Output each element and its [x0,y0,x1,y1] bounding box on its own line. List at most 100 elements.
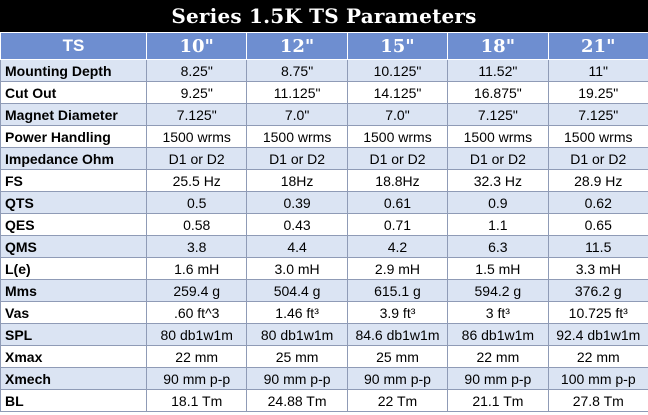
table-row: QTS 0.5 0.39 0.61 0.9 0.62 [0,191,648,214]
value-cell: 1500 wrms [246,125,348,148]
value-cell: 0.61 [346,191,449,214]
header-cell-size: 12" [246,32,348,60]
table-row: Power Handling 1500 wrms 1500 wrms 1500 wrm… [0,125,648,148]
header-cell-ts: TS [0,32,147,60]
value-cell: 19.25" [547,81,648,104]
value-cell: 24.88 Tm [246,389,348,412]
value-cell: 18.8Hz [346,169,449,192]
value-cell: 7.0" [246,103,348,126]
table-row: BL 18.1 Tm 24.88 Tm 22 Tm 21.1 Tm 27.8 Tm [0,389,648,412]
table-row: SPL 80 db1w1m 80 db1w1m 84.6 db1w1m 86 db1w1… [0,323,648,346]
header-cell-size: 15" [346,32,449,60]
value-cell: 3 ft³ [447,301,549,324]
value-cell: 11.5 [547,235,648,258]
value-cell: 22 Tm [346,389,449,412]
header-cell-size: 10" [145,32,248,60]
value-cell: 1500 wrms [447,125,549,148]
value-cell: 594.2 g [447,279,549,302]
table-row: Impedance Ohm D1 or D2 D1 or D2 D1 or D2 D1 … [0,147,648,170]
value-cell: 1.1 [447,213,549,236]
value-cell: 0.58 [145,213,248,236]
value-cell: 376.2 g [547,279,648,302]
value-cell: 28.9 Hz [547,169,648,192]
value-cell: 1500 wrms [145,125,248,148]
row-label: Cut Out [0,81,147,104]
value-cell: 504.4 g [246,279,348,302]
row-label: Vas [0,301,147,324]
value-cell: 259.4 g [145,279,248,302]
value-cell: 0.43 [246,213,348,236]
value-cell: D1 or D2 [547,147,648,170]
table-row: Xmax 22 mm 25 mm 25 mm 22 mm 22 mm [0,345,648,368]
parameters-table: TS 10" 12" 15" 18" 21" Mounting Depth 8.25" 8.7… [0,32,648,412]
value-cell: 25 mm [346,345,449,368]
table-row: QES 0.58 0.43 0.71 1.1 0.65 [0,213,648,236]
value-cell: 2.9 mH [346,257,449,280]
value-cell: 1.5 mH [447,257,549,280]
table-row: QMS 3.8 4.4 4.2 6.3 11.5 [0,235,648,258]
value-cell: 6.3 [447,235,549,258]
value-cell: 1.6 mH [145,257,248,280]
sheet-title: Series 1.5K TS Parameters [0,0,648,32]
value-cell: 84.6 db1w1m [346,323,449,346]
row-label: L(e) [0,257,147,280]
row-label: QES [0,213,147,236]
value-cell: 0.65 [547,213,648,236]
value-cell: 3.3 mH [547,257,648,280]
value-cell: 7.125" [145,103,248,126]
value-cell: 22 mm [145,345,248,368]
table-body: Mounting Depth 8.25" 8.75" 10.125" 11.52" 11"… [0,59,648,412]
value-cell: 8.75" [246,59,348,82]
value-cell: 615.1 g [346,279,449,302]
header-cell-size: 21" [547,32,648,60]
value-cell: 1500 wrms [547,125,648,148]
row-label: Magnet Diameter [0,103,147,126]
value-cell: 27.8 Tm [547,389,648,412]
value-cell: 92.4 db1w1m [547,323,648,346]
value-cell: 0.5 [145,191,248,214]
value-cell: 3.8 [145,235,248,258]
row-label: Xmax [0,345,147,368]
table-row: Vas .60 ft^3 1.46 ft³ 3.9 ft³ 3 ft³ 10.725 ft… [0,301,648,324]
value-cell: 4.4 [246,235,348,258]
header-cell-size: 18" [447,32,549,60]
value-cell: 7.125" [547,103,648,126]
value-cell: 86 db1w1m [447,323,549,346]
value-cell: 90 mm p-p [447,367,549,390]
value-cell: D1 or D2 [246,147,348,170]
table-row: Mms 259.4 g 504.4 g 615.1 g 594.2 g 376.2 g [0,279,648,302]
value-cell: 3.9 ft³ [346,301,449,324]
value-cell: 18Hz [246,169,348,192]
value-cell: 1500 wrms [346,125,449,148]
header-row: TS 10" 12" 15" 18" 21" [0,32,648,60]
table-row: Magnet Diameter 7.125" 7.0" 7.0" 7.125" 7.125… [0,103,648,126]
value-cell: 10.725 ft³ [547,301,648,324]
value-cell: 0.71 [346,213,449,236]
value-cell: .60 ft^3 [145,301,248,324]
value-cell: 22 mm [547,345,648,368]
table-row: L(e) 1.6 mH 3.0 mH 2.9 mH 1.5 mH 3.3 mH [0,257,648,280]
row-label: SPL [0,323,147,346]
value-cell: 9.25" [145,81,248,104]
value-cell: 14.125" [346,81,449,104]
value-cell: 0.9 [447,191,549,214]
value-cell: 80 db1w1m [246,323,348,346]
row-label: Mounting Depth [0,59,147,82]
value-cell: 90 mm p-p [246,367,348,390]
table-header: TS 10" 12" 15" 18" 21" [0,32,648,60]
row-label: FS [0,169,147,192]
value-cell: D1 or D2 [145,147,248,170]
value-cell: 25 mm [246,345,348,368]
row-label: BL [0,389,147,412]
table-row: Mounting Depth 8.25" 8.75" 10.125" 11.52" 11" [0,59,648,82]
row-label: QMS [0,235,147,258]
value-cell: 1.46 ft³ [246,301,348,324]
row-label: Power Handling [0,125,147,148]
value-cell: 21.1 Tm [447,389,549,412]
table-row: Cut Out 9.25" 11.125" 14.125" 16.875" 19.25" [0,81,648,104]
row-label: Impedance Ohm [0,147,147,170]
value-cell: 80 db1w1m [145,323,248,346]
value-cell: 10.125" [346,59,449,82]
row-label: Mms [0,279,147,302]
